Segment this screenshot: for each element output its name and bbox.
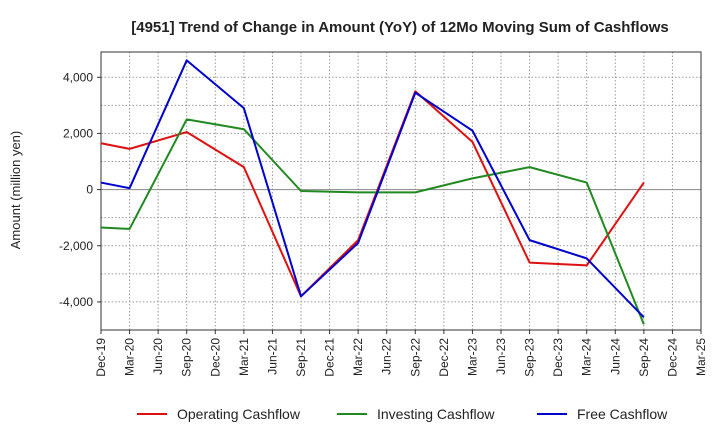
x-tick-label: Sep-20 [180,338,194,377]
y-axis-ticks: -4,000 -2,000 0 2,000 4,000 [59,70,101,309]
x-tick-label: Jun-23 [494,338,508,375]
grid [101,52,701,331]
x-tick-label: Dec-20 [208,338,222,377]
x-tick-label: Dec-23 [551,338,565,377]
x-tick-label: Mar-23 [465,338,479,376]
legend-label: Free Cashflow [577,406,668,422]
y-tick-label: 2,000 [63,126,93,140]
y-axis-label: Amount (million yen) [8,131,23,250]
x-tick-label: Sep-21 [294,338,308,377]
legend-label: Investing Cashflow [377,406,495,422]
legend-label: Operating Cashflow [177,406,301,422]
x-tick-label: Sep-22 [408,338,422,377]
chart-title: [4951] Trend of Change in Amount (YoY) o… [131,19,669,36]
y-tick-label: -2,000 [59,239,93,253]
series-line-operating-cashflow [100,90,645,298]
x-axis-ticks: Dec-19 Mar-20 Jun-20 Sep-20 Dec-20 Mar-21 Jun-… [94,330,708,377]
y-tick-label: 4,000 [63,70,93,84]
x-tick-label: Sep-24 [637,338,651,377]
x-tick-label: Mar-24 [580,338,594,376]
x-tick-label: Mar-22 [351,338,365,376]
series-line-investing-cashflow [100,118,645,325]
legend: Operating Cashflow Investing Cashflow Free… [137,406,668,422]
x-tick-label: Jun-20 [151,338,165,375]
x-tick-label: Mar-20 [123,338,137,376]
x-tick-label: Dec-22 [437,338,451,377]
x-tick-label: Jun-24 [608,338,622,375]
x-tick-label: Dec-19 [94,338,108,377]
x-tick-label: Mar-21 [237,338,251,376]
series-lines [100,59,645,325]
x-tick-label: Jun-21 [265,338,279,375]
y-tick-label: -4,000 [59,295,93,309]
series-line-free-cashflow [100,59,645,319]
x-tick-label: Dec-21 [323,338,337,377]
y-tick-label: 0 [86,183,93,197]
x-tick-label: Sep-23 [523,338,537,377]
x-tick-label: Jun-22 [380,338,394,375]
x-tick-label: Dec-24 [665,338,679,377]
x-tick-label: Mar-25 [694,338,708,376]
plot-area-border [100,51,702,331]
